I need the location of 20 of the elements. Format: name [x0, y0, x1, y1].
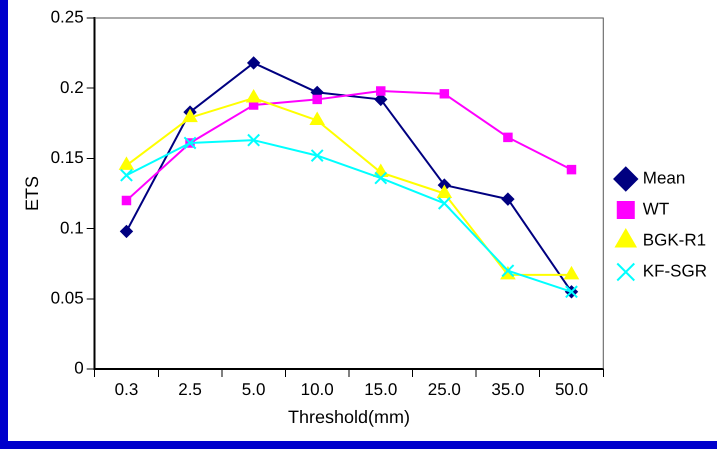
x-tick-label: 35.0: [491, 380, 524, 399]
y-axis-title: ETS: [22, 176, 42, 212]
x-tick-label: 2.5: [178, 380, 202, 399]
legend-label: KF-SGR: [642, 262, 708, 281]
x-axis-title: Threshold(mm): [288, 407, 410, 428]
x-tick-label: 15.0: [364, 380, 398, 399]
y-tick-label: 0.2: [60, 78, 84, 97]
y-tick-label: 0.25: [50, 8, 84, 27]
y-tick-label: 0: [74, 358, 84, 378]
y-tick-label: 0.15: [50, 148, 84, 168]
legend-label: BGK-R1: [642, 230, 706, 250]
y-tick-label: 0.05: [50, 288, 84, 308]
x-tick-label: 10.0: [300, 380, 334, 399]
x-tick-label: 0.3: [114, 380, 138, 399]
x-tick-label: 5.0: [242, 380, 266, 399]
x-tick-label: 25.0: [428, 380, 461, 399]
y-tick-label: 0.1: [60, 218, 84, 238]
legend-label: WT: [642, 200, 670, 219]
legend-label: Mean: [642, 168, 686, 188]
x-tick-label: 50.0: [554, 380, 588, 399]
